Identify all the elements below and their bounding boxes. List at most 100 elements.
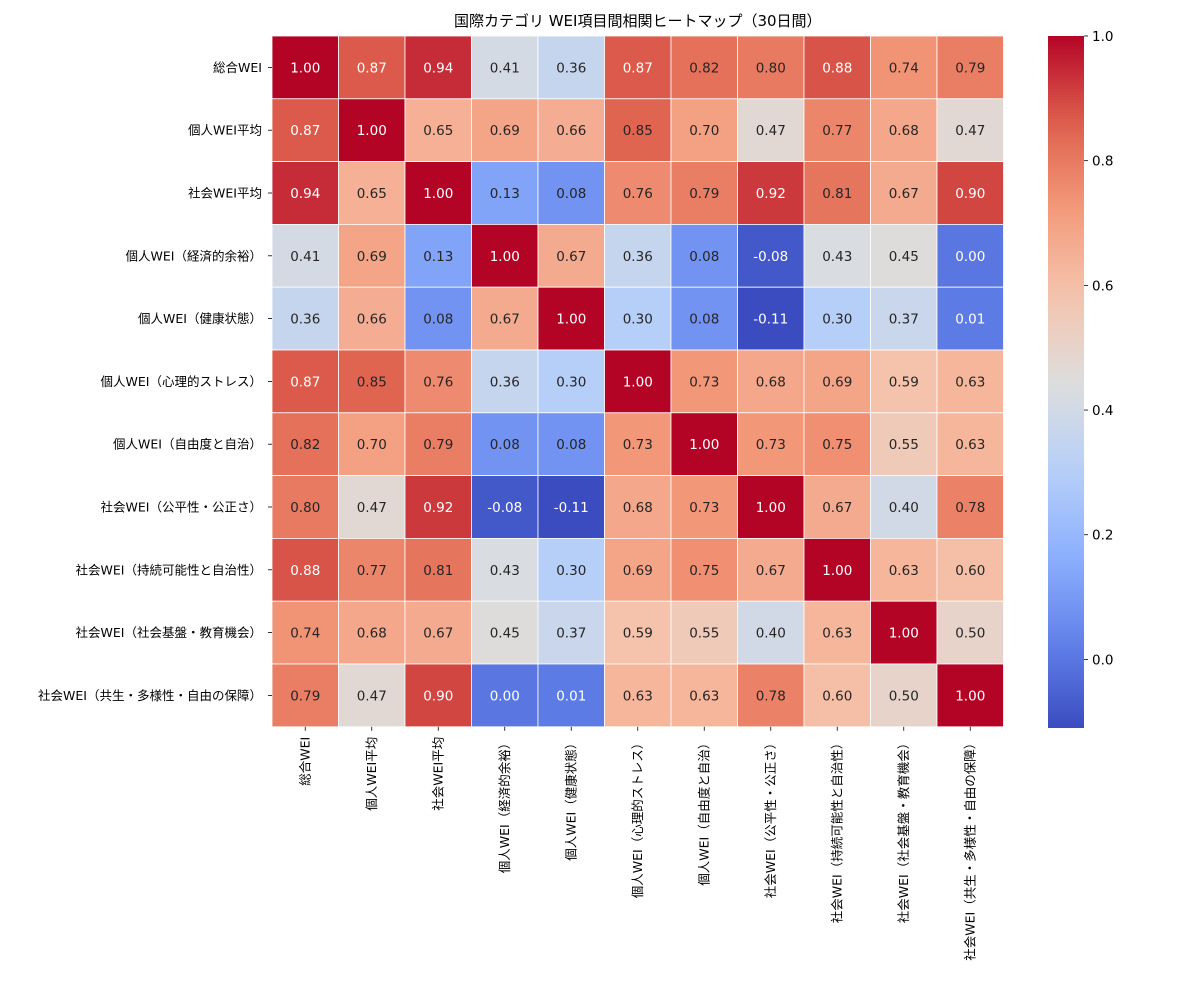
cell-value-label: 0.73 (623, 437, 653, 453)
column-tick-label: 総合WEI (298, 737, 313, 786)
heatmap-cell (537, 600, 605, 665)
heatmap-cell (271, 600, 339, 665)
heatmap-cell (670, 161, 738, 225)
cell-value-label: 0.59 (623, 626, 653, 642)
row-tick-label: 社会WEI（公平性・公正さ） (101, 500, 262, 515)
heatmap-cell (271, 161, 339, 225)
cell-value-label: 0.36 (556, 60, 586, 76)
cell-value-label: 0.01 (556, 688, 586, 704)
cell-value-label: 0.63 (955, 374, 985, 390)
cell-value-label: 0.30 (556, 374, 586, 390)
heatmap-cell (604, 223, 672, 288)
cell-value-label: 0.50 (889, 688, 919, 704)
heatmap-cell (936, 349, 1004, 414)
row-tick-label: 個人WEI（健康状態） (138, 311, 262, 326)
heatmap-cell (737, 600, 805, 665)
cell-value-label: 0.67 (423, 626, 453, 642)
heatmap-cell (271, 412, 339, 476)
column-tick-label: 個人WEI（経済的余裕） (497, 737, 512, 873)
cell-value-label: 0.87 (623, 60, 653, 76)
cell-value-label: 0.70 (357, 437, 387, 453)
heatmap-cell (471, 223, 539, 288)
column-tick-label: 社会WEI（持続可能性と自治性） (830, 737, 845, 923)
cell-value-label: 0.37 (889, 312, 919, 328)
heatmap-cell (936, 161, 1004, 225)
heatmap-cell (803, 600, 871, 665)
cell-value-label: 0.43 (490, 563, 520, 579)
heatmap-cell (803, 538, 871, 602)
chart-title: 国際カテゴリ WEI項目間相関ヒートマップ（30日間） (454, 12, 822, 30)
column-tick-label: 社会WEI（共生・多様性・自由の保障） (963, 737, 978, 961)
heatmap-cell (604, 98, 672, 163)
cell-value-label: 0.73 (756, 437, 786, 453)
cell-value-label: 0.82 (689, 60, 719, 76)
heatmap-cell (870, 412, 938, 476)
heatmap-cell (537, 663, 605, 728)
column-tick-label: 個人WEI平均 (364, 737, 379, 811)
row-tick-label: 個人WEI（自由度と自治） (113, 437, 262, 452)
cell-value-label: 0.69 (822, 374, 852, 390)
heatmap-cell (537, 475, 605, 539)
cell-value-label: 1.00 (756, 500, 786, 516)
cell-value-label: 0.36 (623, 249, 653, 265)
colorbar-tick-label: 0.6 (1092, 278, 1113, 294)
cell-value-label: 0.68 (756, 374, 786, 390)
cell-value-label: 0.50 (955, 626, 985, 642)
cell-value-label: 1.00 (689, 437, 719, 453)
cell-value-label: 1.00 (955, 688, 985, 704)
column-tick-label: 社会WEI（公平性・公正さ） (763, 737, 778, 898)
heatmap-cell (404, 538, 472, 602)
cell-value-label: 0.65 (357, 186, 387, 202)
cell-value-label: 0.60 (955, 563, 985, 579)
cell-value-label: -0.08 (753, 249, 788, 265)
heatmap-cell (604, 538, 672, 602)
cell-value-label: 0.74 (889, 60, 919, 76)
cell-value-label: 0.40 (756, 626, 786, 642)
cell-value-label: -0.11 (554, 500, 589, 516)
column-tick-label: 社会WEI平均 (431, 737, 446, 811)
row-tick-label: 総合WEI (213, 60, 262, 75)
cell-value-label: 0.77 (357, 563, 387, 579)
cell-value-label: 0.80 (290, 500, 320, 516)
cell-value-label: 0.67 (490, 312, 520, 328)
heatmap-cell (604, 35, 672, 100)
cell-value-label: 0.66 (556, 123, 586, 139)
cell-value-label: 0.81 (423, 563, 453, 579)
cell-value-label: 0.41 (490, 60, 520, 76)
row-tick-label: 個人WEI（心理的ストレス） (101, 374, 262, 389)
cell-value-label: 0.55 (889, 437, 919, 453)
cell-value-label: 0.67 (556, 249, 586, 265)
cell-value-label: 0.73 (689, 374, 719, 390)
heatmap-cell (404, 600, 472, 665)
heatmap-cell (471, 35, 539, 100)
cell-value-label: 0.41 (290, 249, 320, 265)
cell-value-label: 0.88 (290, 563, 320, 579)
cell-value-label: 0.63 (889, 563, 919, 579)
cell-value-label: 0.13 (490, 186, 520, 202)
row-tick-label: 社会WEI（持続可能性と自治性） (76, 562, 262, 577)
heatmap-cell (604, 663, 672, 728)
colorbar-tick-label: 0.4 (1092, 403, 1113, 419)
cell-value-label: 0.79 (290, 688, 320, 704)
cell-value-label: 0.36 (290, 312, 320, 328)
heatmap-cell (936, 35, 1004, 100)
cell-value-label: 0.63 (623, 688, 653, 704)
heatmap-cell (338, 286, 406, 351)
heatmap-cell (271, 98, 339, 163)
cell-value-label: 0.37 (556, 626, 586, 642)
heatmap-cell (471, 600, 539, 665)
cell-value-label: 0.63 (955, 437, 985, 453)
heatmap-cell (404, 35, 472, 100)
column-tick-label: 社会WEI（社会基盤・教育機会） (896, 737, 911, 923)
heatmap-cell (271, 475, 339, 539)
heatmap-cell (271, 663, 339, 728)
heatmap-cell (936, 223, 1004, 288)
heatmap-cell (404, 98, 472, 163)
heatmap-cell (271, 35, 339, 100)
heatmap-cell (338, 663, 406, 728)
cell-value-label: 1.00 (290, 60, 320, 76)
cell-value-label: 0.79 (423, 437, 453, 453)
colorbar-gradient (1048, 36, 1084, 728)
